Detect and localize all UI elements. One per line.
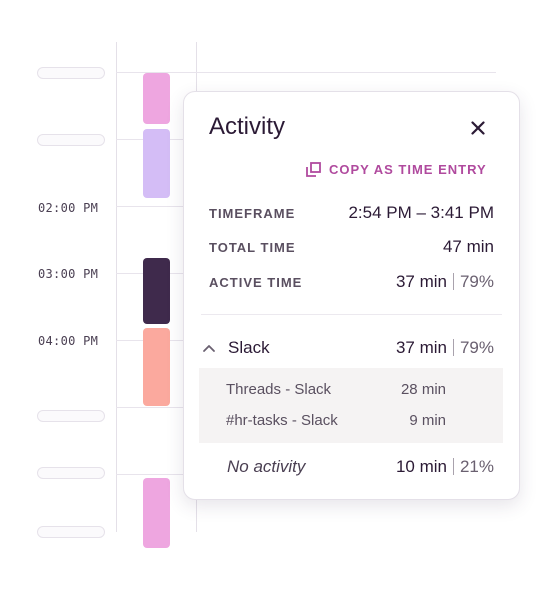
time-label: 04:00 PM [38,334,99,348]
separator [452,339,454,356]
close-icon[interactable] [466,116,490,140]
timeline-gridline [116,72,496,73]
activity-block[interactable] [143,328,170,406]
timeframe-value: 2:54 PM – 3:41 PM [348,203,494,222]
activity-block-selected[interactable] [143,258,170,324]
active-time-row: ACTIVE TIME 37 min 79% [209,272,494,292]
time-label-placeholder [37,67,105,79]
subitem-time: 9 min [409,412,446,429]
no-activity-percent: 21% [459,457,494,476]
timeframe-label: TIMEFRAME [209,206,296,221]
active-time-value: 37 min [395,272,447,291]
popover-title: Activity [209,113,286,140]
separator [452,273,454,290]
activity-block[interactable] [143,478,170,548]
time-label-placeholder [37,526,105,538]
app-time: 37 min [395,338,447,357]
subitem-row: Threads - Slack 28 min [226,381,446,398]
timeframe-row: TIMEFRAME 2:54 PM – 3:41 PM [209,203,494,223]
total-time-row: TOTAL TIME 47 min [209,237,494,257]
subitem-name: #hr-tasks - Slack [226,412,338,429]
timeline-gridline [116,206,186,207]
app-name: Slack [228,338,270,357]
chevron-up-icon [203,345,215,352]
total-time-label: TOTAL TIME [209,240,296,255]
divider [201,314,502,315]
copy-icon [306,162,321,177]
activity-block[interactable] [143,129,170,198]
time-label: 02:00 PM [38,201,99,215]
activity-block[interactable] [143,73,170,124]
timeline-axis-left [116,42,117,532]
separator [452,458,454,475]
subitem-name: Threads - Slack [226,381,332,398]
app-subitems: Threads - Slack 28 min #hr-tasks - Slack… [199,368,503,443]
copy-as-time-entry-label: COPY AS TIME ENTRY [329,162,487,177]
total-time-value: 47 min [442,237,494,256]
activity-popover: Activity COPY AS TIME ENTRY TIMEFRAME 2:… [183,91,520,500]
timeline-gridline [116,407,186,408]
time-label-placeholder [37,467,105,479]
subitem-time: 28 min [400,381,446,398]
active-time-percent: 79% [459,272,494,291]
subitem-row: #hr-tasks - Slack 9 min [226,412,446,429]
no-activity-row: No activity 10 min 21% [227,457,494,477]
time-label-placeholder [37,410,105,422]
copy-as-time-entry-button[interactable]: COPY AS TIME ENTRY [306,162,487,177]
no-activity-time: 10 min [395,457,447,476]
time-label: 03:00 PM [38,267,99,281]
time-label-placeholder [37,134,105,146]
app-toggle[interactable]: Slack [202,338,270,358]
app-row-slack: Slack 37 min 79% [202,338,494,358]
app-percent: 79% [459,338,494,357]
active-time-value-group: 37 min 79% [396,272,494,292]
timeline-gridline [116,474,186,475]
app-time-group: 37 min 79% [396,338,494,358]
active-time-label: ACTIVE TIME [209,275,303,290]
no-activity-label: No activity [227,457,306,476]
no-activity-time-group: 10 min 21% [396,457,494,477]
